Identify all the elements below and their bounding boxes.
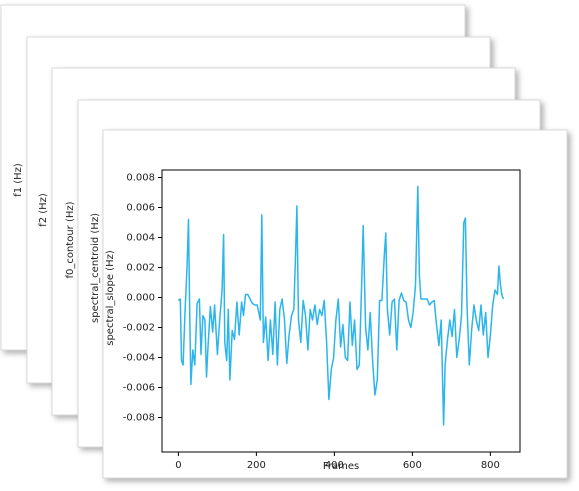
y-axis-label: f1 (Hz): [13, 163, 24, 197]
y-tick-label: 0.006: [126, 203, 155, 214]
x-tick-label: 200: [247, 460, 266, 471]
y-axis-label: spectral_slope (Hz): [105, 250, 116, 346]
y-tick-label: -0.008: [123, 413, 155, 424]
y-tick-label: 0.004: [126, 233, 155, 244]
x-axis-label: Frames: [323, 461, 359, 472]
x-tick-label: 0: [175, 460, 181, 471]
y-axis-label: f2 (Hz): [38, 193, 49, 227]
card: [102, 129, 568, 479]
y-tick-label: 0.008: [126, 173, 155, 184]
y-tick-label: -0.004: [123, 353, 155, 364]
y-axis-label: f0_contour (Hz): [65, 201, 76, 278]
data-line: [177, 185, 505, 426]
x-tick-label: 800: [481, 460, 500, 471]
y-tick-label: -0.006: [123, 383, 155, 394]
x-tick-label: 400: [325, 460, 344, 471]
y-tick-label: 0.002: [126, 263, 155, 274]
plot-frame: [161, 169, 521, 453]
x-tick-label: 600: [403, 460, 422, 471]
y-tick-label: 0.000: [126, 293, 155, 304]
y-axis-label: spectral_centroid (Hz): [90, 213, 101, 323]
y-tick-label: -0.002: [123, 323, 155, 334]
